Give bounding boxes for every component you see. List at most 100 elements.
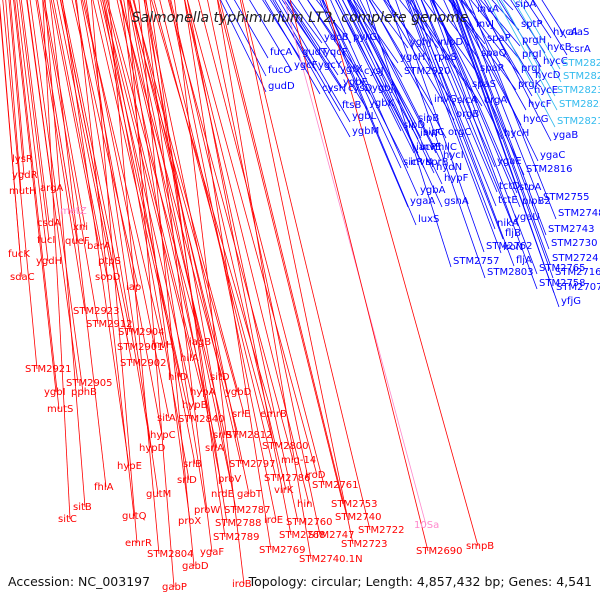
forward-gene-label[interactable]: invE (420, 142, 441, 153)
forward-gene-label[interactable]: hycF (528, 99, 552, 110)
reverse-gene-label[interactable]: STM2723 (341, 539, 388, 550)
forward-gene-label[interactable]: hycH (504, 128, 529, 139)
forward-gene-label[interactable]: ygcH (400, 52, 425, 63)
forward-gene-label[interactable]: gudD (268, 81, 295, 92)
reverse-gene-label[interactable]: barA (87, 241, 111, 252)
forward-gene-label[interactable]: spaP (487, 33, 511, 44)
reverse-gene-label[interactable]: srlB (183, 459, 202, 470)
forward-gene-label[interactable]: prgI (522, 49, 542, 60)
forward-gene-label[interactable]: pyrG (353, 32, 377, 43)
reverse-gene-label[interactable]: ygaF (200, 547, 224, 558)
reverse-gene-label[interactable]: STM2761 (312, 480, 359, 491)
reverse-gene-label[interactable]: srlD (177, 475, 197, 486)
reverse-gene-label[interactable]: iroD (305, 470, 326, 481)
reverse-gene-label[interactable]: 10Sa (414, 520, 439, 531)
forward-gene-label[interactable]: hycA (553, 27, 578, 38)
forward-gene-label[interactable]: STM2757 (453, 256, 500, 267)
reverse-gene-label[interactable]: STM2921 (25, 364, 72, 375)
reverse-gene-label[interactable]: proV (218, 474, 241, 485)
forward-gene-label[interactable]: invH (410, 157, 433, 168)
reverse-gene-label[interactable]: STM2740.1N (299, 554, 363, 565)
forward-gene-label[interactable]: cysD (348, 83, 373, 94)
reverse-gene-label[interactable]: metZ (60, 206, 87, 217)
forward-gene-label[interactable]: ygaU (514, 212, 540, 223)
forward-gene-label[interactable]: tctE (498, 195, 518, 206)
reverse-gene-label[interactable]: STM2923 (73, 306, 120, 317)
forward-gene-label[interactable]: iacP (416, 142, 436, 153)
reverse-gene-label[interactable]: STM2804 (147, 549, 194, 560)
forward-gene-label[interactable]: yghJ (410, 37, 432, 48)
forward-gene-label[interactable]: hilC (438, 142, 457, 153)
reverse-gene-label[interactable]: STM2901 (117, 342, 164, 353)
reverse-gene-label[interactable]: mutS (47, 404, 73, 415)
reverse-gene-label[interactable]: iroB (232, 579, 252, 590)
reverse-gene-label[interactable]: iagB (189, 337, 211, 348)
forward-gene-label[interactable]: STM2765 (539, 263, 586, 274)
reverse-gene-label[interactable]: STM2786 (264, 473, 311, 484)
reverse-gene-label[interactable]: STM2740 (335, 512, 382, 523)
forward-gene-label[interactable]: sprB (426, 157, 449, 168)
forward-gene-label[interactable]: STM2758 (539, 278, 586, 289)
reverse-gene-label[interactable]: nrdE (211, 489, 234, 500)
reverse-gene-label[interactable]: hilD (168, 372, 188, 383)
forward-gene-label[interactable]: hycE (534, 85, 558, 96)
forward-gene-label[interactable]: nikA (497, 218, 519, 229)
reverse-gene-label[interactable]: iroE (264, 515, 283, 526)
reverse-gene-label[interactable]: STM2769 (259, 545, 306, 556)
reverse-gene-label[interactable]: smpB (466, 541, 494, 552)
forward-gene-label[interactable]: tctD (499, 181, 520, 192)
forward-gene-label[interactable]: ygcY (318, 60, 343, 71)
forward-gene-label[interactable]: nlpD (440, 37, 463, 48)
forward-gene-label[interactable]: orgA (484, 95, 507, 106)
forward-gene-label[interactable]: sicP (403, 157, 423, 168)
forward-gene-label[interactable]: STM2716 (555, 267, 600, 278)
reverse-gene-label[interactable]: ptpS (98, 256, 121, 267)
forward-gene-label[interactable]: ygbL (352, 111, 377, 122)
reverse-gene-label[interactable]: mutH (9, 186, 37, 197)
forward-gene-label[interactable]: ygaC (540, 150, 565, 161)
forward-gene-label[interactable]: stpA (519, 182, 541, 193)
forward-gene-label[interactable]: STM2824 (563, 71, 600, 82)
reverse-gene-label[interactable]: ygbI (44, 387, 66, 398)
forward-gene-label[interactable]: prgH (522, 35, 546, 46)
reverse-gene-label[interactable]: STM2753 (331, 499, 378, 510)
reverse-gene-label[interactable]: srlR (213, 430, 232, 441)
reverse-gene-label[interactable]: xni (73, 222, 88, 233)
forward-gene-label[interactable]: invJ (476, 19, 494, 30)
forward-gene-label[interactable]: fljB (505, 228, 521, 239)
forward-gene-label[interactable]: fljA (516, 255, 532, 266)
reverse-gene-label[interactable]: STM2722 (358, 525, 405, 536)
reverse-gene-label[interactable]: STM2787 (224, 505, 271, 516)
reverse-gene-label[interactable]: pphB (71, 387, 97, 398)
reverse-gene-label[interactable]: argA (40, 183, 63, 194)
reverse-gene-label[interactable]: gabP (162, 582, 187, 593)
forward-gene-label[interactable]: csrA (569, 44, 591, 55)
forward-gene-label[interactable]: yqcF (324, 47, 348, 58)
reverse-gene-label[interactable]: queF (65, 236, 90, 247)
forward-gene-label[interactable]: hydN (436, 162, 462, 173)
forward-gene-label[interactable]: spaQ (481, 48, 507, 59)
forward-gene-label[interactable]: sipC (423, 127, 444, 138)
forward-gene-label[interactable]: STM2920 (404, 66, 451, 77)
forward-gene-label[interactable]: yfjG (561, 296, 581, 307)
reverse-gene-label[interactable]: srlA (205, 443, 224, 454)
forward-gene-label[interactable]: invA (477, 4, 499, 15)
reverse-gene-label[interactable]: lysR (12, 154, 33, 165)
reverse-gene-label[interactable]: fucI (37, 235, 55, 246)
reverse-gene-label[interactable]: srlE (232, 409, 250, 420)
forward-gene-label[interactable]: cysH (322, 83, 346, 94)
reverse-gene-label[interactable]: sopD (95, 272, 121, 283)
reverse-gene-label[interactable]: STM2902 (120, 358, 167, 369)
forward-gene-label[interactable]: ygaA (410, 196, 435, 207)
reverse-gene-label[interactable]: fucK (8, 249, 30, 260)
reverse-gene-label[interactable]: STM2788 (215, 518, 262, 529)
forward-gene-label[interactable]: ygbF (343, 77, 368, 88)
forward-gene-label[interactable]: pipB2 (522, 196, 551, 207)
forward-gene-label[interactable]: STM2816 (526, 164, 573, 175)
forward-gene-label[interactable]: sipA (515, 0, 536, 10)
forward-gene-label[interactable]: hycD (535, 70, 561, 81)
reverse-gene-label[interactable]: gutQ (122, 511, 147, 522)
reverse-gene-label[interactable]: mig-14 (281, 455, 316, 466)
forward-gene-label[interactable]: sipB (418, 113, 439, 124)
forward-gene-label[interactable]: hycG (523, 114, 549, 125)
